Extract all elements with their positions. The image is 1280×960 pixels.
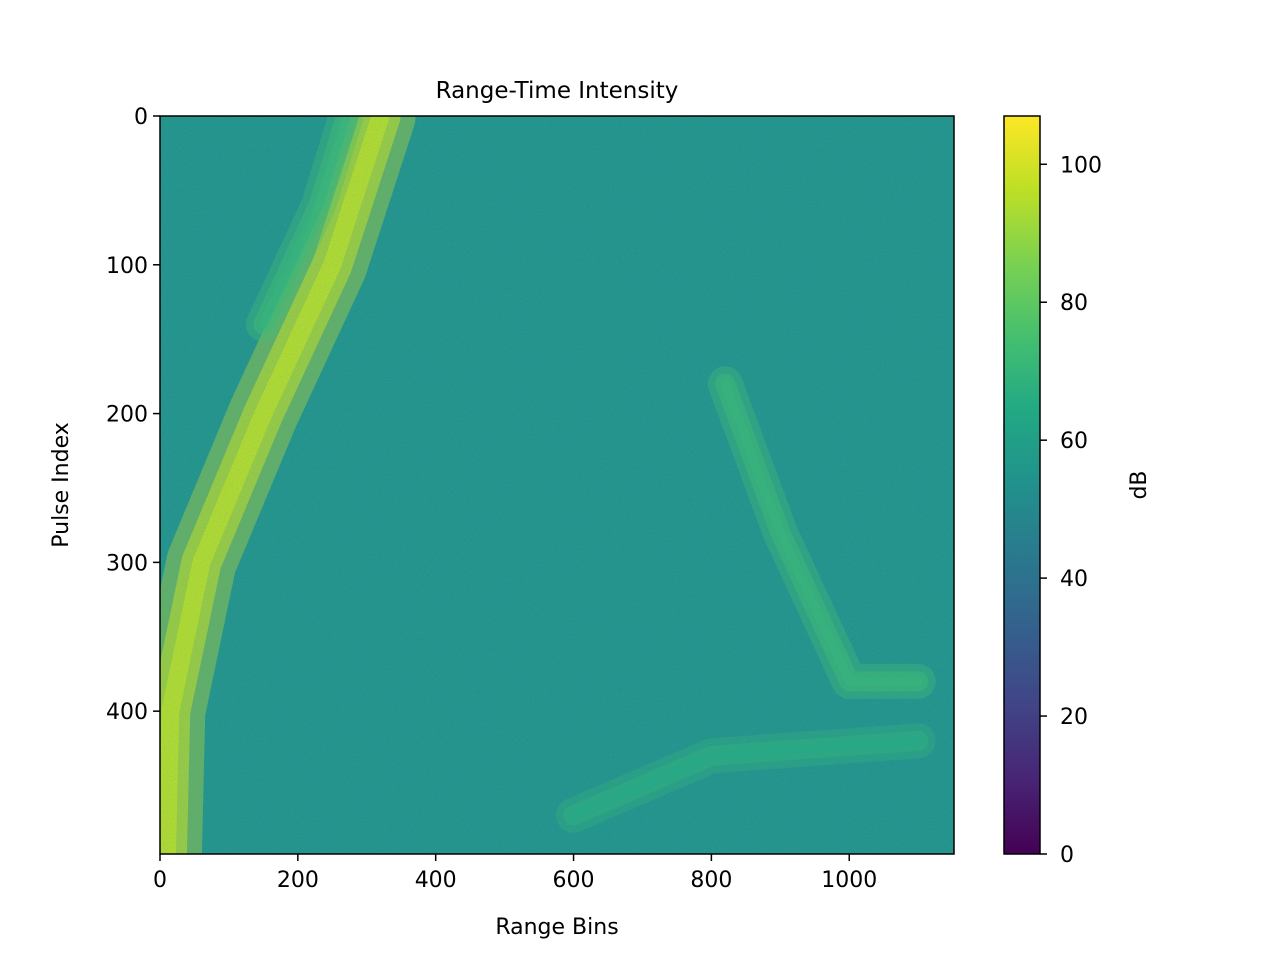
plot-frame bbox=[159, 115, 955, 855]
colorbar-tick-label: 40 bbox=[1060, 567, 1088, 592]
y-axis-label: Pulse Index bbox=[49, 422, 74, 548]
x-axis: 0 200 400 600 800 1000 bbox=[153, 854, 877, 893]
y-tick-label: 300 bbox=[106, 551, 148, 576]
colorbar-gradient bbox=[1003, 115, 1041, 855]
colorbar-ticks: 0 20 40 60 80 100 bbox=[1040, 153, 1102, 868]
x-tick-label: 0 bbox=[153, 868, 167, 893]
x-tick-label: 400 bbox=[415, 868, 457, 893]
x-tick-label: 800 bbox=[690, 868, 732, 893]
colorbar-tick-label: 60 bbox=[1060, 429, 1088, 454]
y-axis: 0 100 200 300 400 bbox=[106, 105, 160, 725]
colorbar-tick-label: 80 bbox=[1060, 291, 1088, 316]
y-tick-label: 0 bbox=[134, 105, 148, 130]
y-tick-label: 100 bbox=[106, 254, 148, 279]
chart-title: Range-Time Intensity bbox=[436, 78, 679, 104]
y-tick-label: 400 bbox=[106, 700, 148, 725]
colorbar-tick-label: 20 bbox=[1060, 705, 1088, 730]
y-tick-label: 200 bbox=[106, 403, 148, 428]
heatmap bbox=[160, 116, 954, 854]
x-tick-label: 600 bbox=[553, 868, 595, 893]
colorbar-tick-label: 0 bbox=[1060, 843, 1074, 868]
colorbar: 0 20 40 60 80 100 dB bbox=[1003, 115, 1152, 868]
x-tick-label: 1000 bbox=[821, 868, 877, 893]
colorbar-label: dB bbox=[1127, 470, 1152, 499]
x-axis-label: Range Bins bbox=[495, 915, 618, 940]
heatmap-noise bbox=[160, 116, 954, 854]
x-tick-label: 200 bbox=[277, 868, 319, 893]
colorbar-tick-label: 100 bbox=[1060, 153, 1102, 178]
